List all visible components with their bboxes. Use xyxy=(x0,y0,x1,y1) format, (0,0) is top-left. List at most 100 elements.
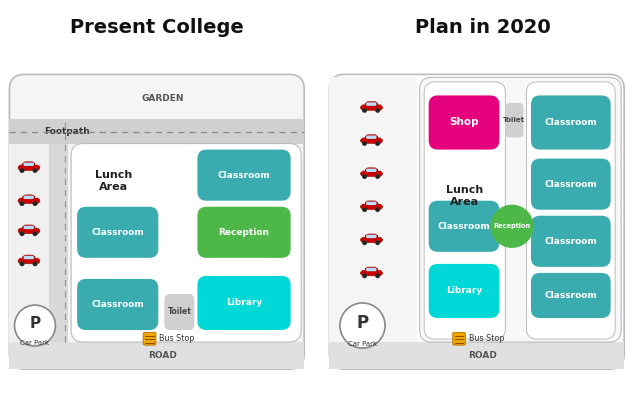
Text: Classroom: Classroom xyxy=(438,222,490,231)
FancyBboxPatch shape xyxy=(429,95,499,150)
FancyBboxPatch shape xyxy=(361,138,382,143)
Text: Library: Library xyxy=(446,286,482,295)
FancyBboxPatch shape xyxy=(366,268,376,271)
Text: Lunch
Area: Lunch Area xyxy=(446,185,483,208)
Circle shape xyxy=(33,231,37,236)
FancyBboxPatch shape xyxy=(420,77,621,342)
FancyBboxPatch shape xyxy=(77,279,158,330)
Text: Toilet: Toilet xyxy=(503,117,525,123)
FancyBboxPatch shape xyxy=(429,264,499,318)
FancyBboxPatch shape xyxy=(365,267,378,272)
Text: Bus Stop: Bus Stop xyxy=(468,334,504,343)
Text: Reception: Reception xyxy=(493,223,531,229)
FancyBboxPatch shape xyxy=(361,105,382,110)
Text: Lunch
Area: Lunch Area xyxy=(95,170,132,192)
Bar xyxy=(10,120,304,144)
Circle shape xyxy=(362,240,367,245)
Bar xyxy=(10,342,304,369)
FancyBboxPatch shape xyxy=(527,82,615,339)
FancyBboxPatch shape xyxy=(531,95,611,150)
FancyBboxPatch shape xyxy=(24,163,34,166)
Text: Classroom: Classroom xyxy=(545,118,597,127)
Circle shape xyxy=(362,208,367,212)
Circle shape xyxy=(33,201,37,206)
FancyBboxPatch shape xyxy=(18,258,40,264)
FancyBboxPatch shape xyxy=(506,103,524,137)
Text: P: P xyxy=(29,316,40,331)
FancyBboxPatch shape xyxy=(18,228,40,234)
Circle shape xyxy=(20,261,24,266)
Circle shape xyxy=(375,240,380,245)
FancyBboxPatch shape xyxy=(23,195,35,199)
Circle shape xyxy=(362,108,367,112)
FancyBboxPatch shape xyxy=(366,169,376,172)
FancyBboxPatch shape xyxy=(330,74,624,369)
FancyBboxPatch shape xyxy=(18,198,40,204)
FancyBboxPatch shape xyxy=(23,162,35,166)
FancyBboxPatch shape xyxy=(366,202,376,205)
FancyBboxPatch shape xyxy=(10,74,304,369)
Text: Classroom: Classroom xyxy=(545,291,597,300)
FancyBboxPatch shape xyxy=(365,201,378,206)
FancyBboxPatch shape xyxy=(18,165,40,171)
Text: Bus Stop: Bus Stop xyxy=(159,334,195,343)
FancyBboxPatch shape xyxy=(361,270,382,276)
Text: GARDEN: GARDEN xyxy=(141,94,184,103)
Text: Footpath: Footpath xyxy=(44,127,90,136)
Text: Library: Library xyxy=(226,299,262,307)
FancyBboxPatch shape xyxy=(197,150,291,201)
Circle shape xyxy=(20,231,24,236)
Text: Car Park: Car Park xyxy=(20,340,49,346)
FancyBboxPatch shape xyxy=(531,158,611,210)
Circle shape xyxy=(362,274,367,278)
FancyBboxPatch shape xyxy=(24,256,34,259)
Circle shape xyxy=(375,141,380,146)
Text: ROAD: ROAD xyxy=(468,351,497,360)
FancyBboxPatch shape xyxy=(197,207,291,258)
Text: Present College: Present College xyxy=(70,18,244,37)
FancyBboxPatch shape xyxy=(365,135,378,139)
Text: Car Park: Car Park xyxy=(348,341,377,346)
Circle shape xyxy=(375,174,380,179)
Circle shape xyxy=(33,261,37,266)
Bar xyxy=(330,77,417,342)
FancyBboxPatch shape xyxy=(365,168,378,172)
FancyBboxPatch shape xyxy=(24,196,34,199)
Circle shape xyxy=(375,108,380,112)
Bar xyxy=(330,342,624,369)
FancyBboxPatch shape xyxy=(452,333,465,345)
Circle shape xyxy=(375,274,380,278)
FancyBboxPatch shape xyxy=(531,273,611,318)
Text: Classroom: Classroom xyxy=(92,228,144,237)
Circle shape xyxy=(340,303,385,348)
FancyBboxPatch shape xyxy=(197,276,291,330)
Circle shape xyxy=(15,305,56,346)
FancyBboxPatch shape xyxy=(143,333,156,345)
Text: ROAD: ROAD xyxy=(148,351,177,360)
FancyBboxPatch shape xyxy=(23,255,35,259)
Circle shape xyxy=(362,174,367,179)
FancyBboxPatch shape xyxy=(531,216,611,267)
Text: Plan in 2020: Plan in 2020 xyxy=(415,18,551,37)
Text: Classroom: Classroom xyxy=(92,300,144,309)
Bar xyxy=(10,144,49,342)
Circle shape xyxy=(20,201,24,206)
FancyBboxPatch shape xyxy=(365,234,378,238)
FancyBboxPatch shape xyxy=(24,226,34,229)
Circle shape xyxy=(362,141,367,146)
FancyBboxPatch shape xyxy=(164,294,195,330)
FancyBboxPatch shape xyxy=(365,102,378,106)
FancyBboxPatch shape xyxy=(366,135,376,139)
FancyBboxPatch shape xyxy=(366,235,376,238)
Text: P: P xyxy=(356,314,369,332)
Text: Classroom: Classroom xyxy=(545,180,597,188)
Circle shape xyxy=(490,205,534,248)
Circle shape xyxy=(33,168,37,173)
FancyBboxPatch shape xyxy=(361,237,382,243)
Bar xyxy=(10,144,68,342)
FancyBboxPatch shape xyxy=(366,103,376,106)
FancyBboxPatch shape xyxy=(361,204,382,209)
FancyBboxPatch shape xyxy=(23,225,35,229)
FancyBboxPatch shape xyxy=(71,144,301,342)
Text: Reception: Reception xyxy=(218,228,269,237)
